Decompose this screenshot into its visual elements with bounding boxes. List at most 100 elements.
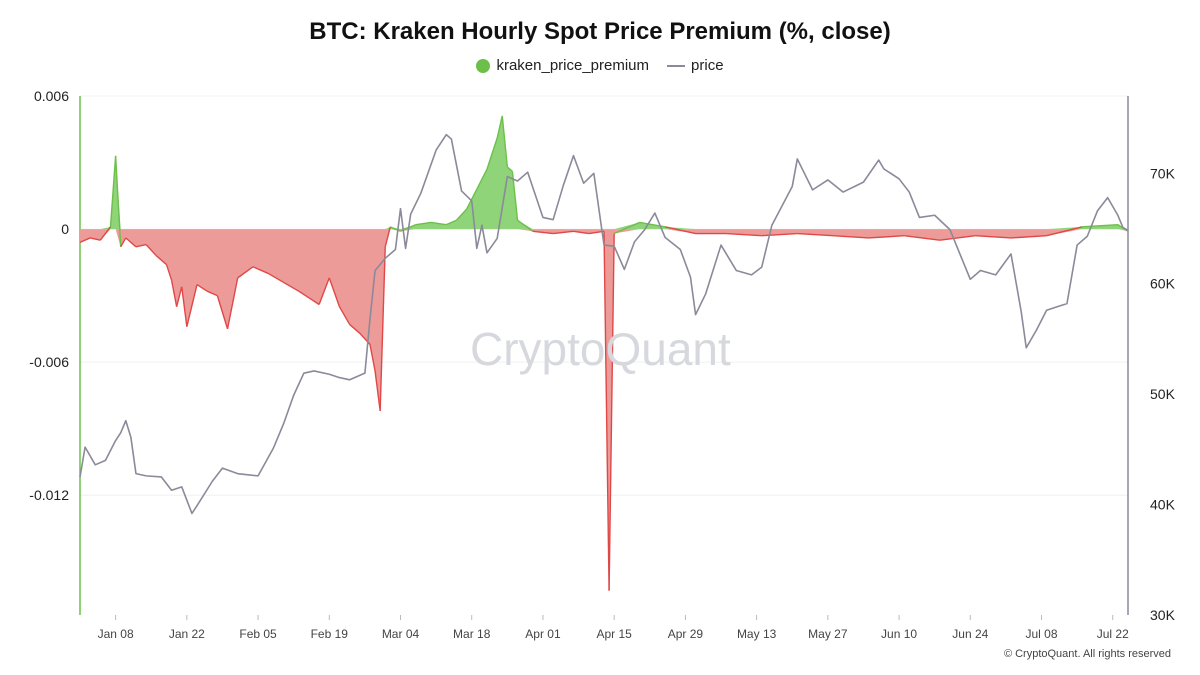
premium-line-segment xyxy=(135,243,147,248)
premium-line-segment xyxy=(308,297,320,306)
right-axis-tick-label: 60K xyxy=(1150,276,1176,292)
x-axis-tick-label: Jul 22 xyxy=(1097,627,1129,641)
x-axis-tick-label: Mar 18 xyxy=(453,627,491,641)
x-axis-tick-label: Apr 29 xyxy=(668,627,704,641)
legend-label-premium: kraken_price_premium xyxy=(496,57,650,74)
watermark: CryptoQuant xyxy=(470,323,731,375)
x-axis-tick-label: Jul 08 xyxy=(1025,627,1057,641)
premium-line-segment xyxy=(120,237,127,248)
x-axis-tick-label: Jun 10 xyxy=(881,627,917,641)
premium-line-segment xyxy=(328,277,341,307)
legend-item-premium[interactable]: kraken_price_premium xyxy=(476,57,649,74)
premium-line-segment xyxy=(226,277,239,330)
premium-line-segment xyxy=(252,266,269,275)
premium-line-segment xyxy=(496,115,503,139)
premium-line-segment xyxy=(832,235,869,239)
premium-line-segment xyxy=(904,235,940,241)
premium-line-segment xyxy=(206,290,218,297)
premium-positive-area xyxy=(80,115,1128,230)
left-axis-tick-label: -0.012 xyxy=(29,487,69,503)
premium-line-segment xyxy=(761,232,798,237)
premium-line-segment xyxy=(283,281,300,292)
x-axis-tick-label: Mar 04 xyxy=(382,627,420,641)
legend-item-price[interactable]: price xyxy=(667,57,724,74)
premium-line-segment xyxy=(369,344,376,372)
chart-title: BTC: Kraken Hourly Spot Price Premium (%… xyxy=(309,18,891,45)
premium-line-segment xyxy=(298,290,310,299)
premium-line-segment xyxy=(379,246,386,411)
premium-line-segment xyxy=(125,237,137,248)
premium-line-segment xyxy=(114,155,122,247)
premium-line-segment xyxy=(446,219,457,226)
x-axis-tick-label: Feb 05 xyxy=(239,627,277,641)
premium-line-segment xyxy=(170,279,178,307)
x-axis-tick-label: Jun 24 xyxy=(952,627,988,641)
premium-line-segment xyxy=(165,264,173,281)
premium-line-segment xyxy=(1046,226,1083,237)
legend-label-price: price xyxy=(691,57,724,74)
price-line xyxy=(79,133,1129,515)
premium-line-segment xyxy=(267,272,284,283)
premium-line-segment xyxy=(476,168,488,190)
premium-line-segment xyxy=(374,370,381,412)
premium-line-segment xyxy=(553,230,574,235)
premium-line-segment xyxy=(501,115,509,168)
premium-line-segment xyxy=(603,231,610,591)
premium-line-segment xyxy=(384,226,392,247)
premium-line-segment xyxy=(318,277,330,305)
premium-line-segment xyxy=(506,166,513,172)
premium-line-segment xyxy=(1082,223,1118,228)
x-axis-tick-label: Apr 01 xyxy=(525,627,561,641)
premium-line-segment xyxy=(726,232,762,237)
premium-line-segment xyxy=(237,266,254,279)
premium-line-segment xyxy=(939,235,976,241)
premium-line-segment xyxy=(430,221,447,226)
premium-line-segment xyxy=(868,235,905,239)
x-axis-tick-label: Jan 22 xyxy=(169,627,205,641)
x-axis-tick-label: Jan 08 xyxy=(98,627,134,641)
premium-line-segment xyxy=(186,284,198,327)
premium-line-segment xyxy=(155,255,167,266)
premium-line-segment xyxy=(349,323,361,334)
premium-line-segment xyxy=(79,237,91,244)
premium-line-segment xyxy=(664,226,696,235)
premium-line-segment xyxy=(216,295,229,330)
copyright-notice: © CryptoQuant. All rights reserved xyxy=(1003,648,1171,660)
premium-line-segment xyxy=(466,188,478,210)
premium-line-segment xyxy=(145,244,157,257)
premium-line-segment xyxy=(613,221,640,235)
right-axis-tick-label: 30K xyxy=(1150,607,1176,623)
right-axis-tick-label: 70K xyxy=(1150,165,1176,181)
premium-line-segment xyxy=(390,226,401,232)
premium-line-segment xyxy=(486,137,498,170)
left-axis-tick-label: 0 xyxy=(61,221,69,237)
right-axis-tick-label: 50K xyxy=(1150,386,1176,402)
premium-line-segment xyxy=(608,233,615,591)
x-axis-tick-label: Apr 15 xyxy=(596,627,632,641)
premium-line-segment xyxy=(338,306,351,325)
premium-line-segment xyxy=(196,283,208,292)
left-axis-tick-label: 0.006 xyxy=(34,88,69,104)
legend-swatch-premium xyxy=(476,58,491,73)
premium-line-segment xyxy=(455,208,468,221)
premium-line-segment xyxy=(415,221,432,226)
premium-negative-area xyxy=(80,229,1128,591)
legend-swatch-price xyxy=(667,64,686,67)
premium-line-segment xyxy=(532,230,554,235)
premium-line-segment xyxy=(109,155,117,227)
premium-line-segment xyxy=(99,226,112,241)
premium-line-segment xyxy=(90,237,101,241)
left-axis-tick-label: -0.006 xyxy=(29,354,69,370)
premium-line-segment xyxy=(975,235,1012,239)
x-axis-tick-label: May 13 xyxy=(737,627,777,641)
premium-line-segment xyxy=(797,232,833,237)
premium-line-segment xyxy=(181,286,188,327)
x-axis-tick-label: Feb 19 xyxy=(311,627,349,641)
premium-line-segment xyxy=(175,286,183,307)
premium-line-segment xyxy=(1010,235,1047,239)
chart-legend: kraken_price_premium price xyxy=(0,57,1200,74)
premium-line-segment xyxy=(573,230,589,235)
right-axis-tick-label: 40K xyxy=(1150,497,1176,513)
premium-line-segment xyxy=(517,219,534,232)
